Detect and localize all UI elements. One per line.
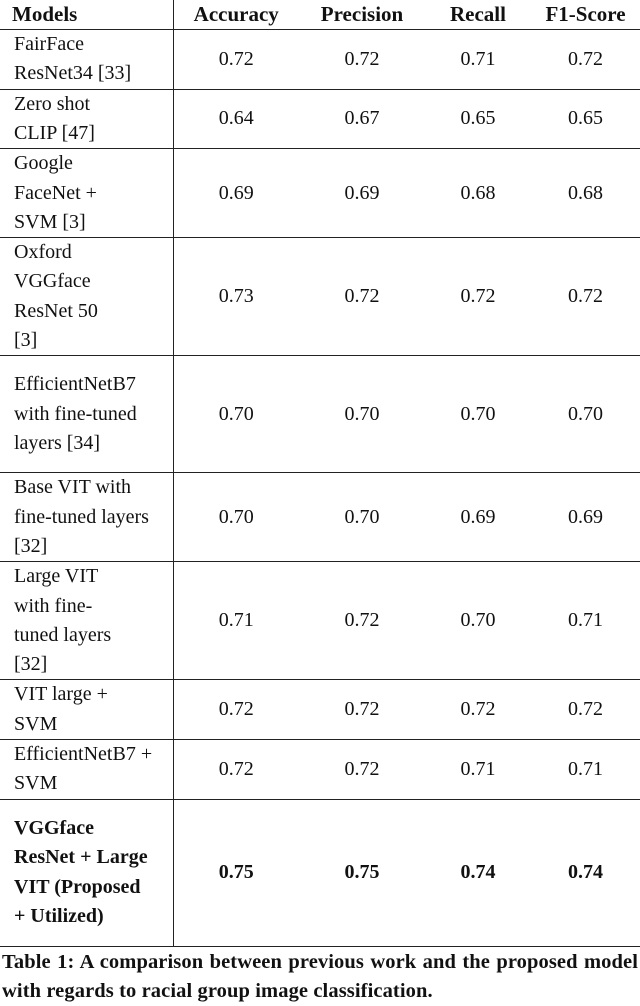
recall-cell: 0.72 xyxy=(425,237,531,357)
f1-cell: 0.72 xyxy=(531,237,640,357)
accuracy-cell: 0.64 xyxy=(173,89,299,150)
header-f1-score: F1-Score xyxy=(531,0,640,30)
precision-cell: 0.72 xyxy=(299,679,425,741)
f1-cell: 0.72 xyxy=(531,29,640,90)
recall-cell: 0.72 xyxy=(425,679,531,741)
recall-cell: 0.74 xyxy=(425,799,531,947)
model-name: FairFace ResNet34 [33] xyxy=(0,29,174,90)
accuracy-cell: 0.70 xyxy=(173,472,299,563)
precision-cell: 0.70 xyxy=(299,355,425,474)
accuracy-cell: 0.72 xyxy=(173,739,299,800)
f1-cell: 0.72 xyxy=(531,679,640,741)
accuracy-cell: 0.69 xyxy=(173,148,299,239)
table-row: EfficientNetB7 + SVM 0.72 0.72 0.71 0.71 xyxy=(0,739,640,800)
f1-cell: 0.69 xyxy=(531,472,640,563)
model-name: Zero shot CLIP [47] xyxy=(0,89,174,150)
recall-cell: 0.65 xyxy=(425,89,531,150)
table-row-proposed: VGGface ResNet + Large VIT (Proposed + U… xyxy=(0,799,640,947)
precision-cell: 0.72 xyxy=(299,739,425,800)
precision-cell: 0.70 xyxy=(299,472,425,563)
f1-cell: 0.65 xyxy=(531,89,640,150)
model-name: EfficientNetB7 with fine-tuned layers [3… xyxy=(0,355,174,474)
model-name: EfficientNetB7 + SVM xyxy=(0,739,174,800)
f1-cell: 0.68 xyxy=(531,148,640,239)
header-accuracy: Accuracy xyxy=(173,0,299,30)
model-name: Large VIT with fine-tuned layers [32] xyxy=(0,561,174,681)
table-row: Large VIT with fine-tuned layers [32] 0.… xyxy=(0,561,640,681)
table-row: Google FaceNet + SVM [3] 0.69 0.69 0.68 … xyxy=(0,148,640,239)
accuracy-cell: 0.72 xyxy=(173,29,299,90)
table-caption: Table 1: A comparison between previous w… xyxy=(2,950,638,1002)
precision-cell: 0.75 xyxy=(299,799,425,947)
recall-cell: 0.71 xyxy=(425,739,531,800)
table-row: EfficientNetB7 with fine-tuned layers [3… xyxy=(0,355,640,474)
recall-cell: 0.68 xyxy=(425,148,531,239)
header-models: Models xyxy=(0,0,174,30)
accuracy-cell: 0.70 xyxy=(173,355,299,474)
model-name: Google FaceNet + SVM [3] xyxy=(0,148,174,239)
table-row: VIT large + SVM 0.72 0.72 0.72 0.72 xyxy=(0,679,640,741)
recall-cell: 0.70 xyxy=(425,355,531,474)
model-name: VGGface ResNet + Large VIT (Proposed + U… xyxy=(0,799,174,947)
header-precision: Precision xyxy=(299,0,425,30)
recall-cell: 0.71 xyxy=(425,29,531,90)
comparison-table: Models Accuracy Precision Recall F1-Scor… xyxy=(0,0,640,947)
header-row: Models Accuracy Precision Recall F1-Scor… xyxy=(0,0,640,30)
f1-cell: 0.70 xyxy=(531,355,640,474)
accuracy-cell: 0.73 xyxy=(173,237,299,357)
model-name: VIT large + SVM xyxy=(0,679,174,741)
f1-cell: 0.74 xyxy=(531,799,640,947)
header-recall: Recall xyxy=(425,0,531,30)
precision-cell: 0.67 xyxy=(299,89,425,150)
precision-cell: 0.72 xyxy=(299,561,425,681)
accuracy-cell: 0.72 xyxy=(173,679,299,741)
precision-cell: 0.72 xyxy=(299,29,425,90)
accuracy-cell: 0.75 xyxy=(173,799,299,947)
model-name: Oxford VGGface ResNet 50 [3] xyxy=(0,237,174,357)
table-row: Base VIT with fine-tuned layers [32] 0.7… xyxy=(0,472,640,563)
precision-cell: 0.69 xyxy=(299,148,425,239)
recall-cell: 0.69 xyxy=(425,472,531,563)
f1-cell: 0.71 xyxy=(531,739,640,800)
table-row: FairFace ResNet34 [33] 0.72 0.72 0.71 0.… xyxy=(0,29,640,90)
model-name: Base VIT with fine-tuned layers [32] xyxy=(0,472,174,563)
precision-cell: 0.72 xyxy=(299,237,425,357)
accuracy-cell: 0.71 xyxy=(173,561,299,681)
table-row: Oxford VGGface ResNet 50 [3] 0.73 0.72 0… xyxy=(0,237,640,357)
table-row: Zero shot CLIP [47] 0.64 0.67 0.65 0.65 xyxy=(0,89,640,150)
recall-cell: 0.70 xyxy=(425,561,531,681)
f1-cell: 0.71 xyxy=(531,561,640,681)
